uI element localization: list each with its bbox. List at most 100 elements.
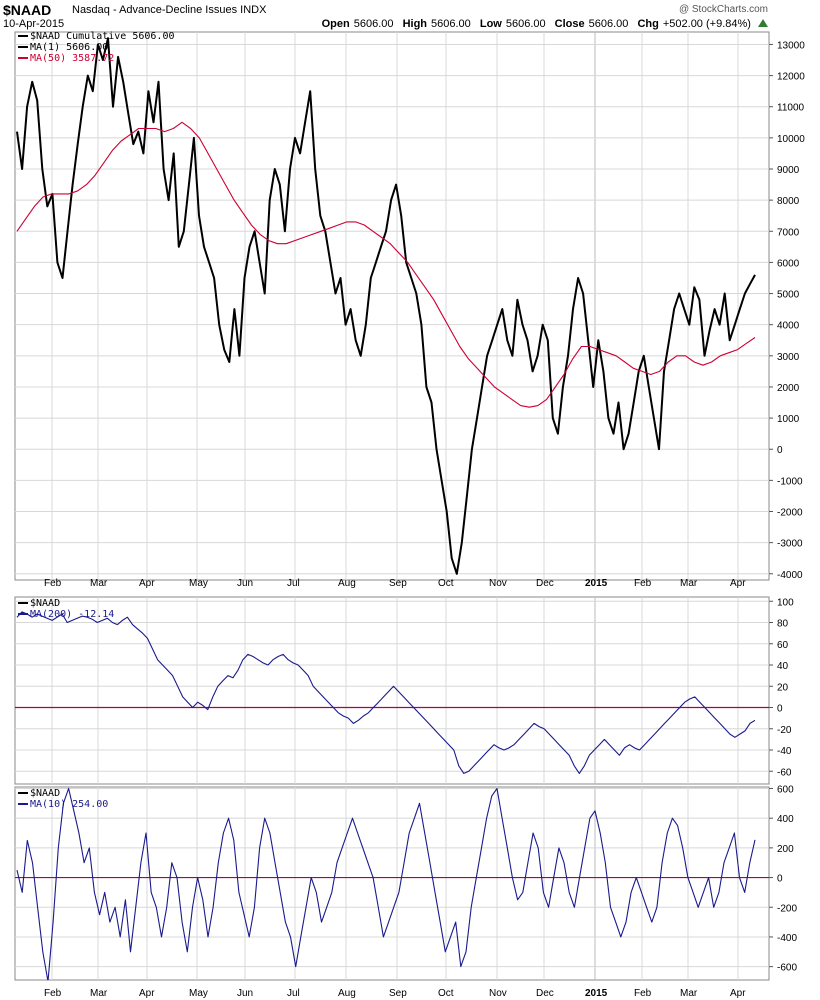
y-tick-label: 13000: [777, 40, 805, 51]
x-tick-label: Nov: [489, 988, 507, 999]
x-tick-label: Oct: [438, 988, 454, 999]
x-tick-label: Apr: [730, 578, 746, 589]
y-tick-label: 4000: [777, 321, 800, 332]
y-tick-label: 1000: [777, 414, 800, 425]
y-tick-label: -600: [777, 963, 797, 974]
series-line-ma-10-: [16, 787, 756, 980]
x-tick-label: Apr: [139, 578, 155, 589]
y-tick-label: 12000: [777, 72, 805, 83]
close-label: Close: [554, 18, 585, 30]
open-value: 5606.00: [353, 18, 394, 30]
y-tick-label: 40: [777, 661, 789, 672]
legend-text: MA(10) 254.00: [30, 799, 109, 810]
legend-text: $NAAD: [30, 788, 61, 799]
y-tick-label: -200: [777, 903, 797, 914]
low-label: Low: [479, 18, 502, 30]
legend-swatch: [18, 57, 28, 59]
legend-swatch: [18, 792, 28, 794]
y-tick-label: -2000: [777, 508, 803, 519]
y-tick-label: 8000: [777, 196, 800, 207]
legend-text: $NAAD Cumulative 5606.00: [30, 31, 175, 42]
series-line-ma-200-: [16, 611, 756, 774]
legend-entry: MA(200) -12.14: [18, 609, 114, 620]
chg-value: +502.00 (+9.84%): [662, 18, 751, 30]
y-tick-label: 3000: [777, 352, 800, 363]
legend-entry: MA(1) 5606.00: [18, 42, 108, 53]
x-tick-label: Apr: [730, 988, 746, 999]
y-tick-label: 60: [777, 640, 789, 651]
x-tick-label: Oct: [438, 578, 454, 589]
y-tick-label: 7000: [777, 227, 800, 238]
osc1-frame: [14, 596, 770, 785]
main-panel: 1300012000110001000090008000700060005000…: [14, 31, 805, 581]
main-frame: [14, 31, 770, 581]
legend-swatch: [18, 803, 28, 805]
x-tick-label: Sep: [389, 578, 407, 589]
x-tick-label: Aug: [338, 578, 356, 589]
legend-entry: $NAAD Cumulative 5606.00: [18, 31, 175, 42]
legend-text: MA(200) -12.14: [30, 609, 115, 620]
legend-swatch: [18, 613, 28, 615]
y-tick-label: 600: [777, 784, 794, 795]
x-tick-label: Aug: [338, 988, 356, 999]
y-tick-label: 80: [777, 619, 789, 630]
osc1-panel: 100 80 60 40 20 0 -20 -40 -60: [14, 596, 794, 785]
y-tick-label: 6000: [777, 258, 800, 269]
x-tick-label: Feb: [634, 988, 652, 999]
y-tick-label: 5000: [777, 290, 800, 301]
legend-entry: $NAAD: [18, 788, 60, 799]
legend-text: MA(50) 3587.72: [30, 53, 115, 64]
legend-text: MA(1) 5606.00: [30, 42, 109, 53]
x-tick-label: Apr: [139, 988, 155, 999]
y-tick-label: -60: [777, 767, 792, 778]
ticker-symbol: $NAAD: [3, 2, 52, 18]
y-tick-label: 0: [777, 445, 783, 456]
high-label: High: [402, 18, 428, 30]
chart-header: $NAAD Nasdaq - Advance-Decline Issues IN…: [0, 0, 820, 32]
x-tick-label: May: [189, 578, 208, 589]
ticker-description: Nasdaq - Advance-Decline Issues INDX: [72, 4, 267, 16]
series-line-ma-50-: [16, 121, 756, 408]
y-tick-label: -4000: [777, 570, 803, 581]
x-tick-label: Jun: [237, 578, 253, 589]
y-tick-label: -400: [777, 933, 797, 944]
x-tick-label: 2015: [585, 988, 608, 999]
legend-entry: MA(10) 254.00: [18, 799, 108, 810]
close-value: 5606.00: [588, 18, 629, 30]
ohlc-readout: Open 5606.00 High 5606.00 Low 5606.00 Close…: [322, 18, 768, 30]
chg-label: Chg: [637, 18, 659, 30]
legend-swatch: [18, 46, 28, 48]
y-tick-label: -20: [777, 725, 792, 736]
y-tick-label: -40: [777, 746, 792, 757]
x-tick-label: Mar: [90, 988, 108, 999]
y-tick-label: 11000: [777, 103, 805, 114]
legend-swatch: [18, 35, 28, 37]
low-value: 5606.00: [505, 18, 546, 30]
osc2-frame: [14, 786, 770, 981]
legend-entry: $NAAD: [18, 598, 60, 609]
y-tick-label: 200: [777, 844, 794, 855]
y-tick-label: 10000: [777, 134, 805, 145]
y-tick-label: 2000: [777, 383, 800, 394]
y-tick-label: 9000: [777, 165, 800, 176]
legend-entry: MA(50) 3587.72: [18, 53, 114, 64]
y-tick-label: 0: [777, 874, 783, 885]
x-tick-label: Nov: [489, 578, 507, 589]
x-tick-label: Jul: [287, 988, 300, 999]
chart-date: 10-Apr-2015: [3, 18, 65, 30]
osc2-panel: 600 400 200 0 -200 -400 -600: [14, 784, 797, 981]
stockcharts-credit[interactable]: @ StockCharts.com: [678, 4, 768, 15]
x-tick-label: Feb: [44, 578, 62, 589]
x-tick-label: Mar: [680, 578, 698, 589]
x-tick-label: Feb: [634, 578, 652, 589]
y-tick-label: 20: [777, 682, 789, 693]
legend-text: $NAAD: [30, 598, 61, 609]
x-tick-label: Dec: [536, 578, 554, 589]
x-tick-label: Feb: [44, 988, 62, 999]
high-value: 5606.00: [431, 18, 471, 30]
up-arrow-icon: [758, 19, 768, 27]
y-tick-label: -3000: [777, 539, 803, 550]
y-tick-label: 0: [777, 704, 783, 715]
x-tick-label: Sep: [389, 988, 407, 999]
